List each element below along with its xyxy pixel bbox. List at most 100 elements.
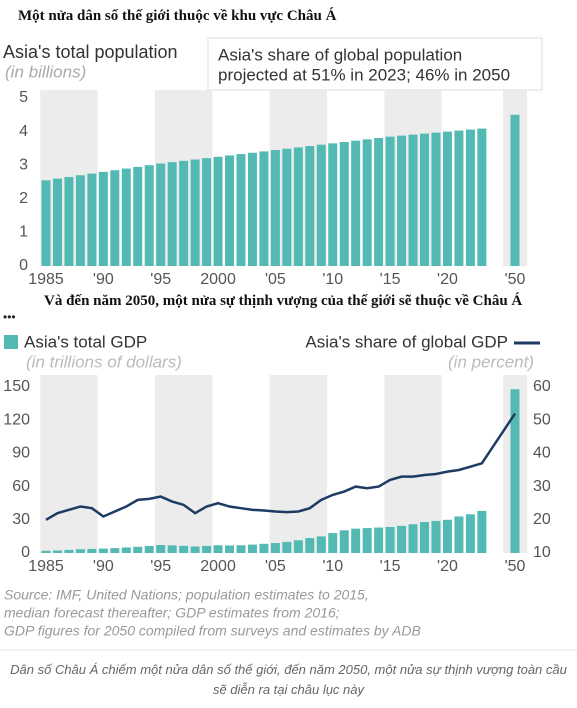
y2-tick-label: 50 [533, 411, 551, 428]
bar [339, 530, 349, 553]
y-tick-label: 0 [21, 544, 30, 561]
bar [121, 168, 131, 266]
bar [442, 131, 452, 266]
bar [64, 176, 74, 266]
bar [454, 516, 464, 553]
y-tick-label: 0 [19, 257, 28, 274]
bar [75, 549, 85, 553]
y-tick-label: 120 [3, 411, 30, 428]
bar [362, 528, 372, 553]
bar [144, 546, 154, 553]
bar [202, 545, 212, 553]
bar [270, 543, 280, 553]
bar [454, 130, 464, 266]
bar [179, 160, 189, 266]
y2-tick-label: 20 [533, 511, 551, 528]
bar [351, 140, 361, 266]
legend-label: Asia's share of global GDP [305, 332, 508, 351]
x-tick-label: 1985 [28, 271, 64, 288]
bar [213, 156, 223, 266]
bar [190, 159, 200, 266]
bar [52, 550, 62, 553]
bar [328, 533, 338, 553]
x-tick-label: '95 [150, 558, 171, 575]
stripe [40, 375, 98, 553]
x-tick-label: '15 [380, 558, 401, 575]
bar [293, 540, 303, 553]
chart-title: Và đến năm 2050, một nửa sự thịnh vượng … [44, 292, 549, 310]
bar [362, 139, 372, 266]
y-label: Asia's total population [3, 42, 178, 62]
bar [397, 135, 407, 266]
bar [75, 175, 85, 266]
bar [133, 546, 143, 553]
y2-tick-label: 30 [533, 478, 551, 495]
x-tick-label: '50 [505, 558, 526, 575]
bar [225, 155, 235, 266]
bar [156, 163, 166, 266]
bar [374, 137, 384, 266]
bar [510, 389, 520, 553]
bar [282, 541, 292, 553]
y2-tick-label: 60 [533, 378, 551, 395]
bar [316, 144, 326, 266]
bar [236, 545, 246, 553]
bar [247, 152, 257, 266]
y-unit: (in billions) [5, 62, 86, 81]
y-tick-label: 60 [12, 478, 30, 495]
menu-icon: ••• [3, 310, 16, 324]
x-tick-label: '20 [437, 271, 458, 288]
y2-tick-label: 10 [533, 544, 551, 561]
x-tick-label: '50 [505, 271, 526, 288]
bar [282, 148, 292, 266]
bar [225, 545, 235, 553]
x-tick-label: '05 [265, 558, 286, 575]
stripe [269, 375, 328, 553]
stripe [154, 375, 213, 553]
bar [110, 170, 120, 266]
bar [385, 526, 395, 553]
bar [236, 154, 246, 266]
y2-tick-label: 40 [533, 445, 551, 462]
bar [87, 548, 97, 553]
y-tick-label: 5 [19, 89, 28, 106]
y2-unit: (in percent) [448, 352, 534, 371]
bar [477, 510, 487, 553]
bar [420, 133, 430, 266]
x-tick-label: '10 [322, 558, 343, 575]
bar [374, 527, 384, 553]
bar [477, 128, 487, 266]
x-tick-label: 1985 [28, 558, 64, 575]
bar [167, 545, 177, 553]
caption: Dân số Châu Á chiếm một nửa dân số thế g… [10, 662, 567, 697]
bar [87, 173, 97, 266]
legend-label: Asia's total GDP [24, 332, 147, 351]
x-tick-label: 2000 [200, 271, 236, 288]
bar [179, 545, 189, 553]
bar [465, 129, 475, 266]
bar [202, 158, 212, 266]
source: median forecast thereafter; GDP estimate… [4, 605, 340, 621]
x-tick-label: '95 [150, 271, 171, 288]
bar [328, 143, 338, 266]
bar [121, 547, 131, 553]
bar [52, 178, 62, 266]
y-tick-label: 90 [12, 445, 30, 462]
y-tick-label: 4 [19, 123, 28, 140]
bar [110, 548, 120, 553]
bar [316, 536, 326, 553]
x-tick-label: '10 [322, 271, 343, 288]
bar [408, 524, 418, 553]
y-tick-label: 150 [3, 378, 30, 395]
bar [339, 142, 349, 266]
bar [431, 132, 441, 266]
annotation-box [207, 37, 543, 91]
bar [408, 134, 418, 266]
y-unit: (in trillions of dollars) [26, 352, 182, 371]
bar [259, 151, 269, 266]
bar [510, 114, 520, 266]
bar [351, 528, 361, 553]
x-tick-label: '15 [380, 271, 401, 288]
bar [270, 150, 280, 266]
